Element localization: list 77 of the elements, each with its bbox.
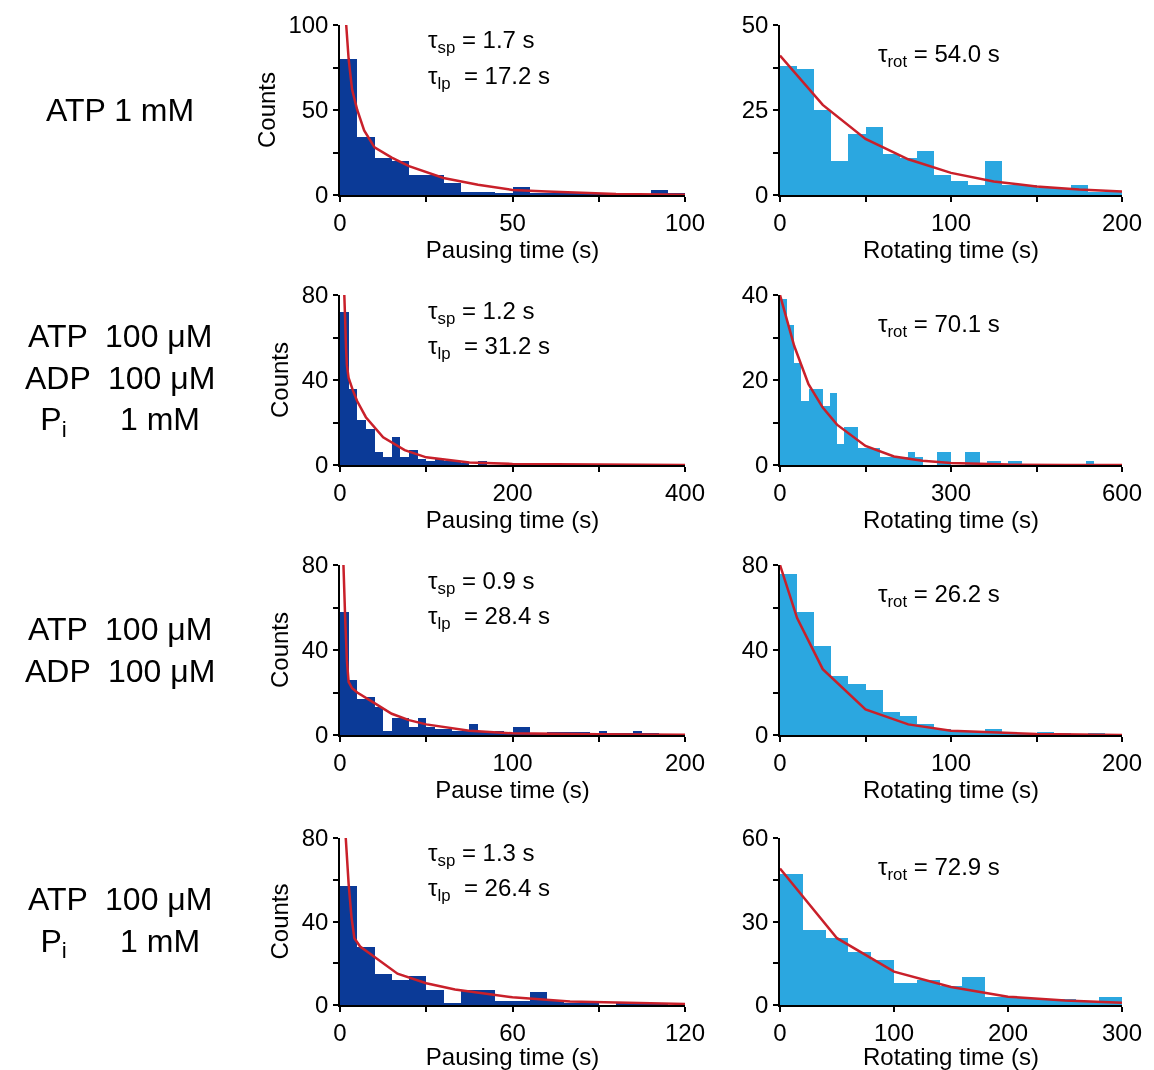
x-axis-title: Rotating time (s) xyxy=(862,1043,1040,1070)
x-axis-title: Rotating time (s) xyxy=(862,235,1040,263)
x-tick-label: 60 xyxy=(499,1018,526,1046)
x-tick-label: 0 xyxy=(773,1018,787,1046)
x-tick-label: 100 xyxy=(492,748,533,776)
x-tick-label: 50 xyxy=(499,208,526,236)
x-tick-label: 200 xyxy=(1101,748,1143,776)
x-tick-label: 0 xyxy=(773,748,787,776)
x-axis-title: Rotating time (s) xyxy=(862,775,1040,803)
x-tick-label: 0 xyxy=(773,478,787,506)
annotation: τ$_{lp}$ = 17.2 s xyxy=(428,62,550,94)
x-axis-title: Pausing time (s) xyxy=(425,235,600,263)
y-tick-label: 100 xyxy=(288,11,329,39)
x-tick-label: 300 xyxy=(930,478,972,506)
x-tick-label: 0 xyxy=(333,208,347,236)
annotation: τ$_{lp}$ = 26.4 s xyxy=(428,874,550,906)
y-axis-title: Counts xyxy=(266,883,294,960)
annotation: τ$_{sp}$ = 0.9 s xyxy=(428,567,535,599)
y-tick-label: 20 xyxy=(741,366,769,394)
y-tick-label: 40 xyxy=(301,907,329,935)
y-tick-label: 40 xyxy=(741,636,769,664)
x-tick-label: 600 xyxy=(1101,478,1143,506)
x-tick-label: 200 xyxy=(1101,208,1143,236)
y-tick-label: 30 xyxy=(741,907,769,935)
chart-title: ATP 100 μM P$_{i}$ 1 mM xyxy=(28,881,213,964)
y-tick-label: 60 xyxy=(741,824,769,852)
x-tick-label: 100 xyxy=(873,1018,915,1046)
y-tick-label: 80 xyxy=(301,824,329,852)
annotation: τ$_{sp}$ = 1.2 s xyxy=(428,297,535,329)
x-tick-label: 0 xyxy=(333,748,347,776)
y-tick-label: 0 xyxy=(755,181,769,209)
x-axis-title: Pausing time (s) xyxy=(425,505,600,533)
chart-title: ATP 100 μM ADP 100 μM P$_{i}$ 1 mM xyxy=(25,318,216,442)
x-tick-label: 100 xyxy=(664,208,706,236)
x-tick-label: 0 xyxy=(333,478,347,506)
y-axis-title: Counts xyxy=(253,71,280,149)
text: ATP 1 mM xyxy=(46,92,195,128)
annotation: τ$_{sp}$ = 1.3 s xyxy=(428,839,535,871)
text: ATP 100 μM ADP 100 μM xyxy=(25,611,216,689)
x-tick-label: 0 xyxy=(773,208,787,236)
annotation: τ$_{lp}$ = 28.4 s xyxy=(428,602,550,634)
y-axis-title: Counts xyxy=(266,341,294,419)
y-tick-label: 40 xyxy=(301,366,329,394)
y-tick-label: 0 xyxy=(315,181,329,209)
y-tick-label: 80 xyxy=(741,551,769,579)
y-axis-title: Counts xyxy=(266,611,294,689)
y-tick-label: 0 xyxy=(755,451,769,479)
x-tick-label: 200 xyxy=(664,748,706,776)
y-tick-label: 40 xyxy=(741,281,769,309)
y-tick-label: 0 xyxy=(315,721,329,749)
y-tick-label: 25 xyxy=(741,96,769,124)
x-tick-label: 100 xyxy=(930,748,972,776)
x-axis-title: Rotating time (s) xyxy=(862,505,1040,533)
x-tick-label: 0 xyxy=(333,1018,347,1046)
x-tick-label: 100 xyxy=(930,208,972,236)
y-tick-label: 0 xyxy=(755,991,769,1019)
y-tick-label: 0 xyxy=(315,991,329,1019)
y-tick-label: 50 xyxy=(741,11,769,39)
x-tick-label: 400 xyxy=(664,478,706,506)
y-tick-label: 80 xyxy=(301,281,329,309)
annotation: τ$_{rot}$ = 70.1 s xyxy=(878,310,1000,342)
x-axis-title: Pause time (s) xyxy=(435,775,590,803)
y-tick-label: 40 xyxy=(301,636,329,664)
y-tick-label: 0 xyxy=(315,451,329,479)
x-axis-title: Pausing time (s) xyxy=(425,1043,600,1070)
x-tick-label: 200 xyxy=(492,478,533,506)
annotation: τ$_{rot}$ = 72.9 s xyxy=(878,853,1000,885)
annotation: τ$_{rot}$ = 26.2 s xyxy=(878,580,1000,612)
annotation: τ$_{lp}$ = 31.2 s xyxy=(428,332,550,364)
y-tick-label: 80 xyxy=(301,551,329,579)
y-tick-label: 0 xyxy=(755,721,769,749)
y-tick-label: 50 xyxy=(301,96,329,124)
x-tick-label: 200 xyxy=(987,1018,1029,1046)
x-tick-label: 300 xyxy=(1101,1018,1143,1046)
annotation: τ$_{sp}$ = 1.7 s xyxy=(428,26,535,58)
x-tick-label: 120 xyxy=(664,1018,706,1046)
annotation: τ$_{rot}$ = 54.0 s xyxy=(878,40,1000,72)
